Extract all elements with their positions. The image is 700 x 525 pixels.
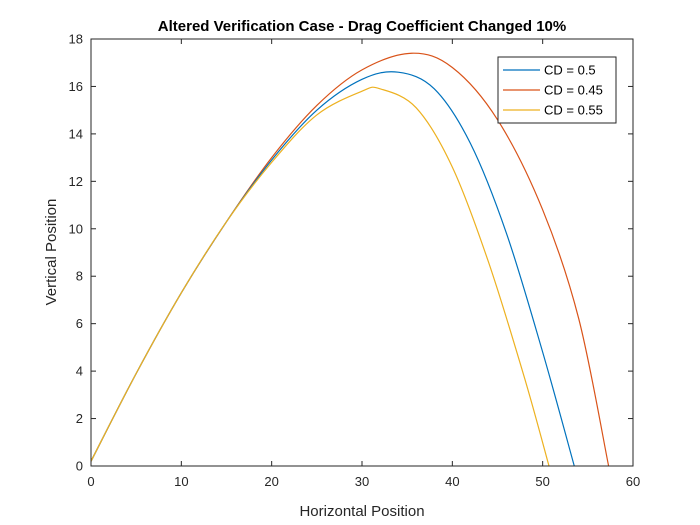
- y-tick-label: 4: [76, 364, 83, 379]
- legend[interactable]: CD = 0.5 CD = 0.45 CD = 0.55: [497, 56, 617, 124]
- legend-label-cd-0-55: CD = 0.55: [544, 103, 603, 118]
- tick-labels: 0 10 20 30 40 50 60 0 2 4 6 8 10 12 14 16 18: [69, 32, 641, 490]
- y-tick-label: 0: [76, 459, 83, 474]
- y-tick-label: 8: [76, 269, 83, 284]
- y-axis-label: Vertical Position: [43, 199, 60, 306]
- y-tick-label: 18: [69, 32, 83, 47]
- x-tick-label: 30: [355, 474, 369, 489]
- x-tick-label: 20: [264, 474, 278, 489]
- x-tick-label: 40: [445, 474, 459, 489]
- series-line-cd-0-55: [90, 86, 550, 467]
- x-axis-label: Horizontal Position: [299, 503, 424, 520]
- y-tick-label: 6: [76, 316, 83, 331]
- y-tick-label: 12: [69, 174, 83, 189]
- y-tick-label: 16: [69, 79, 83, 94]
- x-tick-label: 10: [174, 474, 188, 489]
- y-tick-label: 2: [76, 411, 83, 426]
- chart-title: Altered Verification Case - Drag Coeffic…: [158, 18, 566, 35]
- x-tick-label: 50: [535, 474, 549, 489]
- axes-frame: [90, 38, 634, 467]
- y-tick-label: 14: [69, 126, 83, 141]
- x-tick-label: 0: [87, 474, 94, 489]
- legend-label-cd-0-45: CD = 0.45: [544, 83, 603, 98]
- legend-label-cd-0-5: CD = 0.5: [544, 63, 596, 78]
- series-group: [90, 52, 610, 467]
- y-tick-label: 10: [69, 221, 83, 236]
- x-tick-label: 60: [626, 474, 640, 489]
